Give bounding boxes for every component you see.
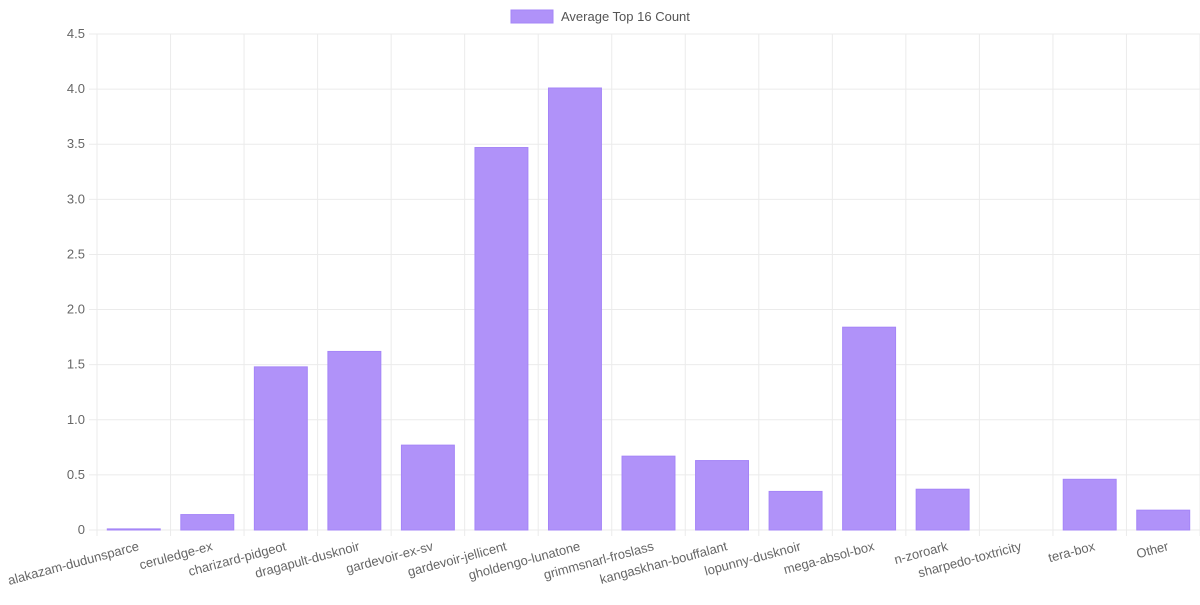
x-tick-label: tera-box <box>1047 538 1097 565</box>
y-tick-label: 4.5 <box>67 26 85 41</box>
bar-other[interactable] <box>1136 509 1191 531</box>
x-axis-ticks: alakazam-dudunsparceceruledge-excharizar… <box>6 538 1171 588</box>
y-axis-ticks: 0 0.5 1.0 1.5 2.0 2.5 3.0 3.5 4.0 4.5 <box>67 26 85 537</box>
bar-dragapult-dusknoir[interactable] <box>327 350 382 531</box>
x-tick-label: Other <box>1135 538 1171 561</box>
bars <box>106 87 1191 531</box>
bar-mega-absol-box[interactable] <box>842 326 897 531</box>
bar-gholdengo-lunatone[interactable] <box>547 87 602 531</box>
x-tick-label: alakazam-dudunsparce <box>6 538 140 587</box>
legend-swatch[interactable] <box>510 9 554 24</box>
bar-lopunny-dusknoir[interactable] <box>768 490 823 531</box>
y-tick-label: 4.0 <box>67 81 85 96</box>
bar-gardevoir-ex-sv[interactable] <box>400 444 455 531</box>
bar-kangaskhan-bouffalant[interactable] <box>695 460 750 531</box>
y-tick-label: 3.5 <box>67 136 85 151</box>
bar-alakazam-dudunsparce[interactable] <box>106 528 161 531</box>
y-tick-label: 2.5 <box>67 246 85 261</box>
y-tick-label: 3.0 <box>67 191 85 206</box>
y-tick-label: 0.5 <box>67 467 85 482</box>
y-tick-label: 2.0 <box>67 302 85 317</box>
bar-gardevoir-jellicent[interactable] <box>474 147 529 531</box>
legend[interactable]: Average Top 16 Count <box>510 9 690 24</box>
bar-grimmsnarl-froslass[interactable] <box>621 455 676 531</box>
bar-charizard-pidgeot[interactable] <box>253 366 308 531</box>
bar-n-zoroark[interactable] <box>915 488 970 531</box>
y-tick-label: 0 <box>78 522 85 537</box>
bar-ceruledge-ex[interactable] <box>180 514 235 531</box>
bar-tera-box[interactable] <box>1062 478 1117 531</box>
legend-label[interactable]: Average Top 16 Count <box>561 9 690 24</box>
grid <box>89 33 1200 536</box>
y-tick-label: 1.0 <box>67 412 85 427</box>
y-tick-label: 1.5 <box>67 357 85 372</box>
